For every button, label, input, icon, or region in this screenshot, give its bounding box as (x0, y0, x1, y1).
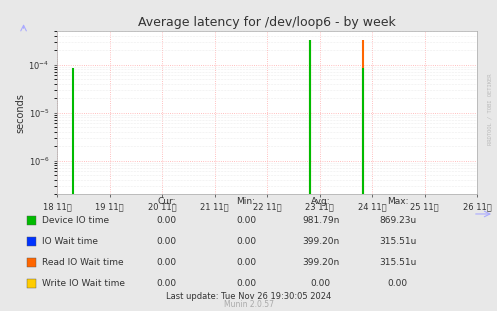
Title: Average latency for /dev/loop6 - by week: Average latency for /dev/loop6 - by week (138, 16, 396, 29)
Text: IO Wait time: IO Wait time (42, 237, 98, 246)
Text: Avg:: Avg: (311, 197, 331, 206)
Text: Write IO Wait time: Write IO Wait time (42, 279, 125, 288)
Text: Munin 2.0.57: Munin 2.0.57 (224, 300, 273, 309)
Text: 0.00: 0.00 (236, 279, 256, 288)
Text: 399.20n: 399.20n (302, 237, 339, 246)
Text: 0.00: 0.00 (388, 279, 408, 288)
Text: 0.00: 0.00 (157, 258, 176, 267)
Text: 0.00: 0.00 (236, 258, 256, 267)
Text: 869.23u: 869.23u (379, 216, 416, 225)
Text: 0.00: 0.00 (236, 237, 256, 246)
Text: 0.00: 0.00 (157, 237, 176, 246)
Text: Read IO Wait time: Read IO Wait time (42, 258, 124, 267)
Text: Last update: Tue Nov 26 19:30:05 2024: Last update: Tue Nov 26 19:30:05 2024 (166, 291, 331, 300)
Y-axis label: seconds: seconds (16, 93, 26, 133)
Text: RRDTOOL / TOBI OETIKER: RRDTOOL / TOBI OETIKER (487, 73, 492, 145)
Text: 399.20n: 399.20n (302, 258, 339, 267)
Text: 0.00: 0.00 (236, 216, 256, 225)
Text: 0.00: 0.00 (311, 279, 331, 288)
Text: Max:: Max: (387, 197, 409, 206)
Text: Cur:: Cur: (157, 197, 176, 206)
Text: 0.00: 0.00 (157, 216, 176, 225)
Text: 315.51u: 315.51u (379, 258, 416, 267)
Text: Min:: Min: (237, 197, 255, 206)
Text: 981.79n: 981.79n (302, 216, 339, 225)
Text: 315.51u: 315.51u (379, 237, 416, 246)
Text: 0.00: 0.00 (157, 279, 176, 288)
Text: Device IO time: Device IO time (42, 216, 109, 225)
